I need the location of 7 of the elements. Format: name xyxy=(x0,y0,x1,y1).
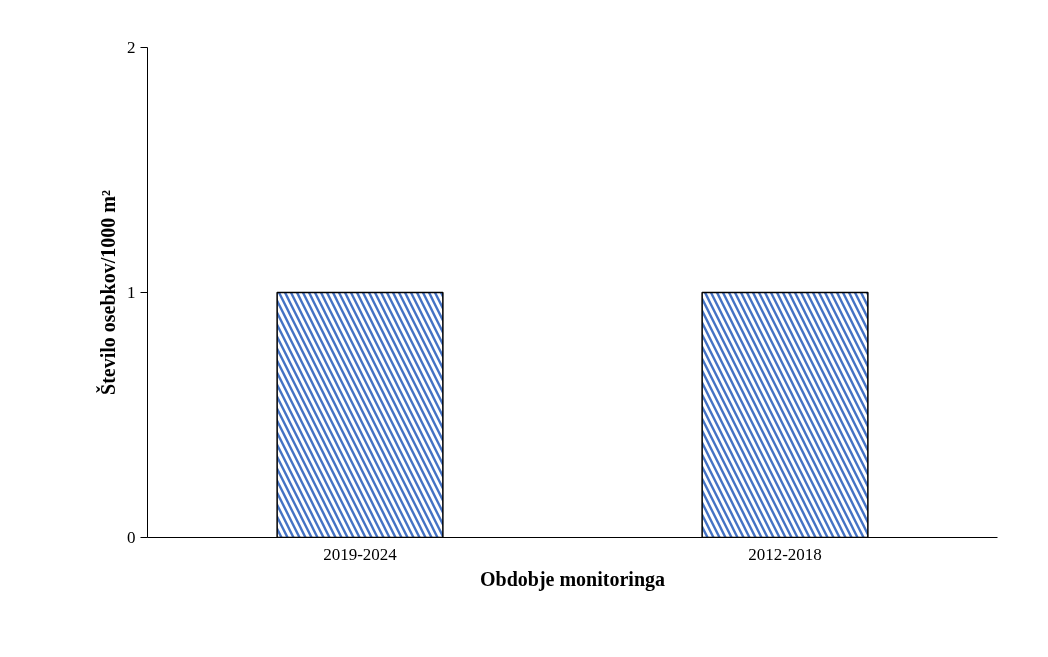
y-axis-title: Število osebkov/1000 m² xyxy=(96,190,119,395)
x-axis-title: Obdobje monitoringa xyxy=(479,567,666,591)
x-tick-label: 2012-2018 xyxy=(748,544,822,564)
y-tick-label: 1 xyxy=(127,283,136,302)
x-tick-label: 2019-2024 xyxy=(323,544,398,564)
y-tick-label: 2 xyxy=(127,38,136,57)
y-tick-label: 0 xyxy=(127,528,136,547)
